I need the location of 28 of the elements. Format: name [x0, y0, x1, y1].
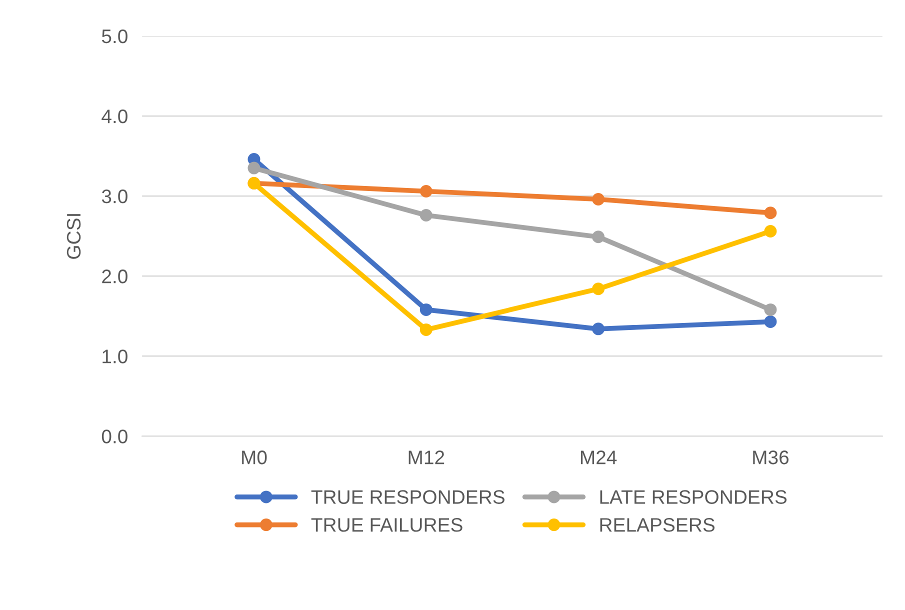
y-tick-label: 1.0 — [102, 350, 128, 364]
point — [764, 225, 777, 238]
y-axis-title: GCSI — [66, 214, 81, 259]
point — [420, 323, 432, 336]
y-tick-label: 2.0 — [102, 270, 128, 284]
point — [764, 206, 777, 220]
point — [592, 322, 605, 336]
point — [592, 193, 605, 206]
point — [592, 230, 605, 244]
point — [248, 162, 260, 174]
x-tick-label: M12 — [408, 450, 444, 464]
legend-label: LATE RESPONDERS — [600, 490, 787, 504]
point — [592, 282, 605, 296]
point — [420, 209, 432, 222]
legend-label: TRUE FAILURES — [311, 518, 462, 532]
y-tick-label: 3.0 — [102, 190, 128, 204]
x-tick-label: M0 — [242, 450, 267, 464]
legend-label: RELAPSERS — [600, 518, 715, 532]
point — [420, 303, 432, 316]
y-tick-label: 5.0 — [102, 29, 128, 44]
y-tick-label: 0.0 — [102, 430, 128, 444]
point — [420, 185, 432, 198]
x-tick-label: M24 — [580, 450, 617, 464]
legend-label: TRUE RESPONDERS — [311, 490, 504, 504]
x-tick-label: M36 — [753, 450, 789, 464]
y-tick-label: 4.0 — [102, 109, 128, 124]
point — [764, 303, 777, 316]
point — [764, 315, 777, 328]
